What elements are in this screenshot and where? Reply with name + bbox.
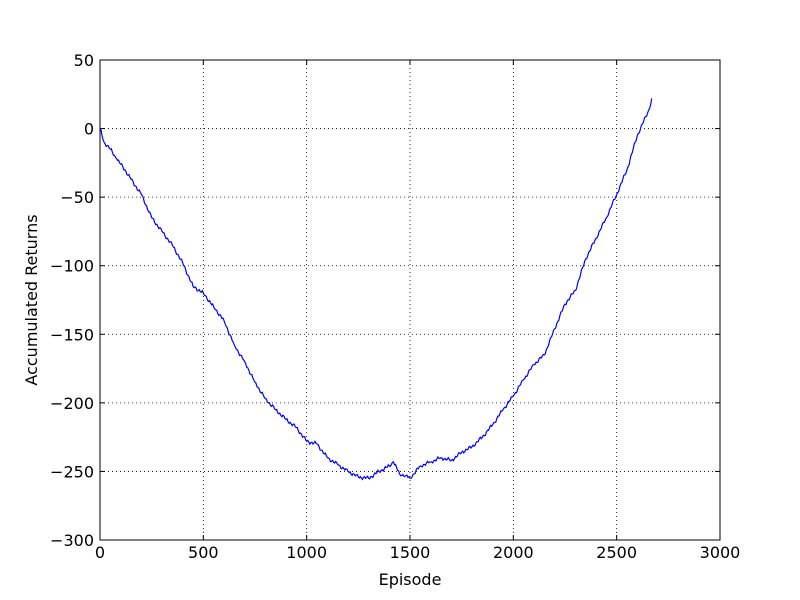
series-layer	[99, 98, 653, 481]
y-tick-label: −150	[50, 325, 94, 344]
x-tick-label: 1000	[286, 543, 327, 562]
x-tick-label: 0	[95, 543, 105, 562]
x-tick-label: 3000	[700, 543, 741, 562]
x-tick-label: 500	[188, 543, 219, 562]
grid-lines	[99, 59, 721, 541]
ticks	[99, 59, 721, 541]
y-tick-label: −100	[50, 257, 94, 276]
y-tick-label: 0	[84, 120, 94, 139]
y-axis-label: Accumulated Returns	[22, 214, 41, 385]
x-tick-labels: 0 500 1000 1500 2000 2500 3000	[95, 543, 740, 562]
y-tick-labels: 50 0 −50 −100 −150 −200 −250 −300	[50, 51, 94, 550]
series-line	[99, 98, 653, 481]
y-tick-label: −250	[50, 462, 94, 481]
x-tick-label: 1500	[390, 543, 431, 562]
x-axis-label: Episode	[379, 570, 442, 589]
x-tick-label: 2500	[596, 543, 637, 562]
y-tick-label: 50	[74, 51, 94, 70]
y-tick-label: −50	[60, 188, 94, 207]
x-tick-label: 2000	[493, 543, 534, 562]
y-tick-label: −300	[50, 531, 94, 550]
y-tick-label: −200	[50, 394, 94, 413]
